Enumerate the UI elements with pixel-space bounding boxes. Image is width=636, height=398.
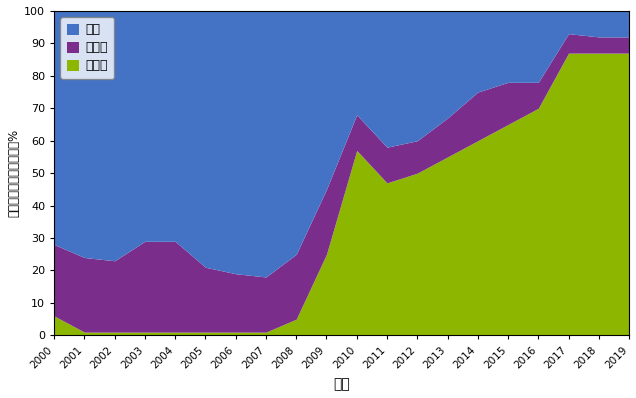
X-axis label: 年份: 年份 [333, 377, 350, 391]
Y-axis label: 水平井錢井进尺数占比／%: 水平井錢井进尺数占比／% [7, 129, 20, 217]
Legend: 直井, 定向井, 水平井: 直井, 定向井, 水平井 [60, 17, 114, 79]
